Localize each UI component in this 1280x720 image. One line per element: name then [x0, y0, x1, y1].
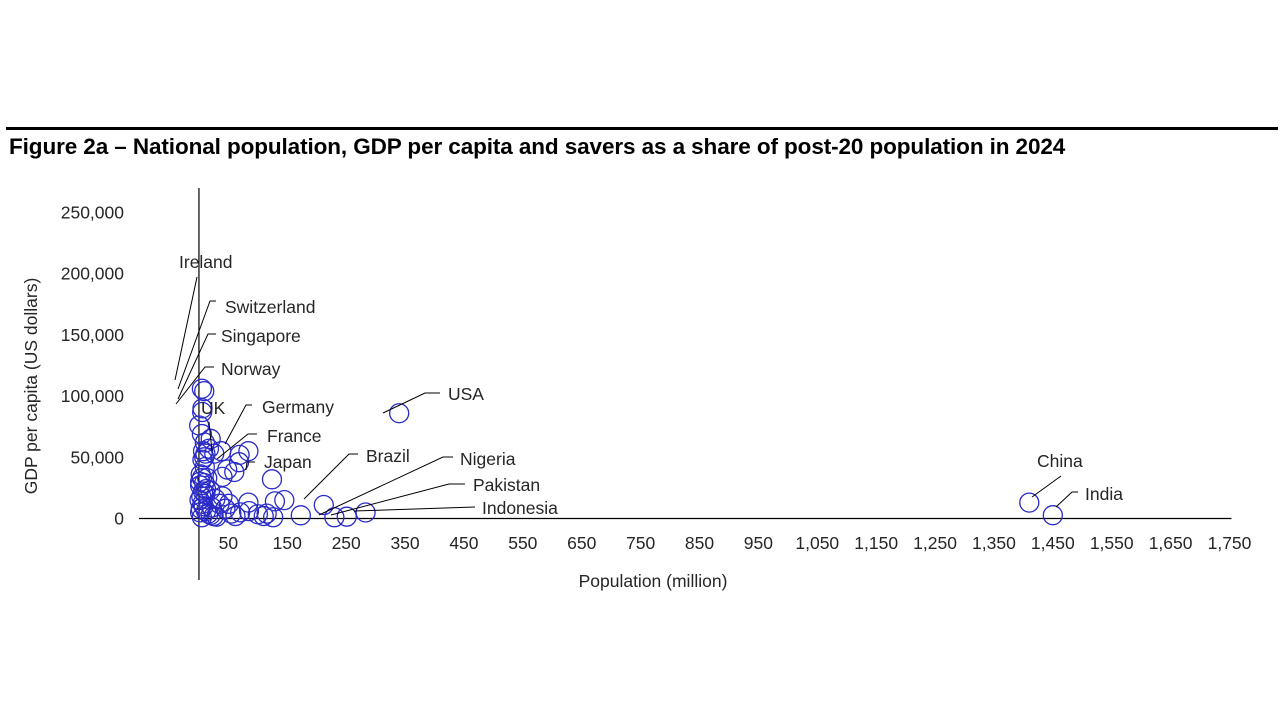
y-tick-label: 150,000	[61, 325, 125, 345]
data-point	[290, 505, 311, 526]
x-tick-label: 150	[273, 533, 302, 553]
x-tick-label: 450	[449, 533, 478, 553]
y-tick-label: 0	[114, 509, 124, 529]
x-axis-title: Population (million)	[579, 571, 728, 591]
leader-line	[177, 333, 216, 400]
x-tick-label: 1,150	[854, 533, 898, 553]
x-tick-label: 1,550	[1090, 533, 1134, 553]
x-tick-label: 950	[744, 533, 773, 553]
data-point	[200, 428, 221, 450]
x-tick-label: 1,350	[972, 533, 1016, 553]
y-tick-label: 50,000	[70, 447, 124, 467]
leader-line	[216, 433, 257, 460]
point-label-norway: Norway	[221, 359, 281, 379]
data-point	[256, 503, 277, 524]
leader-line	[174, 276, 198, 381]
point-label-france: France	[267, 426, 321, 446]
leader-line	[303, 453, 358, 500]
x-tick-label: 550	[508, 533, 537, 553]
x-tick-label: 850	[685, 533, 714, 553]
data-point	[195, 483, 216, 505]
data-point	[264, 491, 286, 512]
leader-line	[224, 404, 252, 445]
leader-line	[208, 421, 213, 452]
data-point	[1019, 492, 1040, 513]
point-label-indonesia: Indonesia	[482, 498, 558, 518]
x-tick-label: 250	[332, 533, 361, 553]
data-point	[336, 506, 357, 527]
data-point	[261, 469, 283, 490]
point-label-china: China	[1037, 451, 1083, 471]
x-tick-label: 650	[567, 533, 596, 553]
data-point	[221, 503, 242, 524]
data-point	[262, 507, 284, 528]
x-tick-label: 1,750	[1208, 533, 1252, 553]
data-point	[204, 443, 225, 464]
data-point	[274, 489, 295, 511]
leader-line	[1055, 491, 1078, 508]
point-label-singapore: Singapore	[221, 326, 301, 346]
point-label-nigeria: Nigeria	[460, 449, 516, 469]
data-point	[355, 502, 376, 523]
figure-title: Figure 2a – National population, GDP per…	[9, 134, 1066, 159]
y-tick-label: 250,000	[61, 203, 125, 223]
point-label-pakistan: Pakistan	[473, 475, 540, 495]
leader-line	[177, 300, 216, 390]
data-point	[189, 502, 211, 523]
point-label-uk: UK	[201, 398, 226, 418]
x-tick-label: 1,050	[795, 533, 839, 553]
leader-line	[175, 366, 214, 405]
data-point	[201, 497, 223, 518]
point-label-india: India	[1085, 484, 1123, 504]
plot-area: 50 150 250 350 450 550 650 750 850 950 1,050 1,150 1…	[61, 188, 1252, 580]
x-tick-label: 750	[626, 533, 655, 553]
x-tick-label: 350	[390, 533, 419, 553]
data-point	[225, 505, 246, 527]
data-point	[192, 401, 213, 423]
data-point	[253, 505, 274, 527]
top-rule	[6, 127, 1278, 130]
leader-line	[353, 506, 476, 512]
data-point	[195, 478, 217, 500]
data-point	[1042, 505, 1063, 526]
point-label-ireland: Ireland	[179, 252, 233, 272]
data-point	[313, 494, 334, 516]
leader-line	[330, 483, 465, 516]
leader-line	[245, 461, 255, 471]
data-point	[197, 467, 218, 489]
x-tick-label: 50	[219, 533, 239, 553]
y-tick-label: 200,000	[61, 264, 125, 284]
leader-line	[318, 456, 453, 516]
point-label-usa: USA	[448, 384, 484, 404]
y-tick-label: 100,000	[61, 386, 125, 406]
point-label-germany: Germany	[262, 397, 334, 417]
data-point	[195, 443, 216, 464]
data-point	[194, 381, 215, 402]
leader-line	[382, 392, 440, 414]
y-axis-title: GDP per capita (US dollars)	[21, 278, 41, 495]
x-tick-label: 1,250	[913, 533, 957, 553]
point-label-switzerland: Switzerland	[225, 297, 315, 317]
point-label-brazil: Brazil	[366, 446, 410, 466]
data-point	[238, 501, 260, 522]
data-point	[389, 403, 410, 424]
point-label-japan: Japan	[264, 452, 312, 472]
data-point	[192, 481, 214, 502]
x-tick-label: 1,450	[1031, 533, 1075, 553]
data-point	[229, 444, 250, 466]
x-tick-label: 1,650	[1149, 533, 1193, 553]
leader-line	[1031, 475, 1062, 498]
